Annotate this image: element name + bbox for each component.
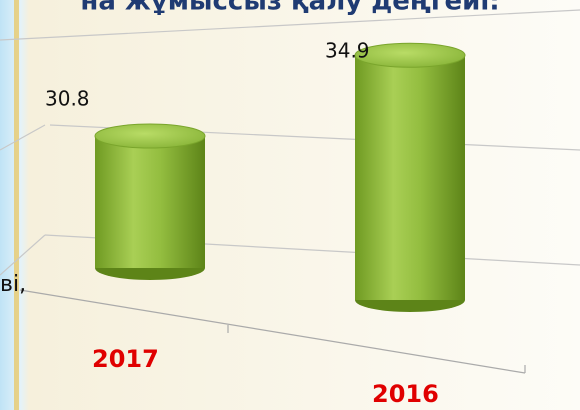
chart-title: на жұмыссыз қалу деңгейі: — [80, 0, 499, 17]
value-label: 30.8 — [45, 87, 90, 111]
value-label: 34.9 — [325, 39, 370, 63]
background — [0, 0, 580, 410]
cylinder-top — [355, 43, 465, 67]
page: {"chart_data": {"type": "bar3d", "title"… — [0, 0, 580, 410]
side-label: ві, — [0, 272, 26, 297]
x-tick-label: 2016 — [372, 380, 439, 408]
chart: на жұмыссыз қалу деңгейі: ві, 30.8 2017 34… — [0, 0, 580, 410]
cylinder-top — [95, 124, 205, 148]
ornament-stripe — [14, 0, 19, 410]
bar — [355, 55, 465, 300]
bar — [95, 136, 205, 268]
x-tick-label: 2017 — [92, 345, 159, 373]
